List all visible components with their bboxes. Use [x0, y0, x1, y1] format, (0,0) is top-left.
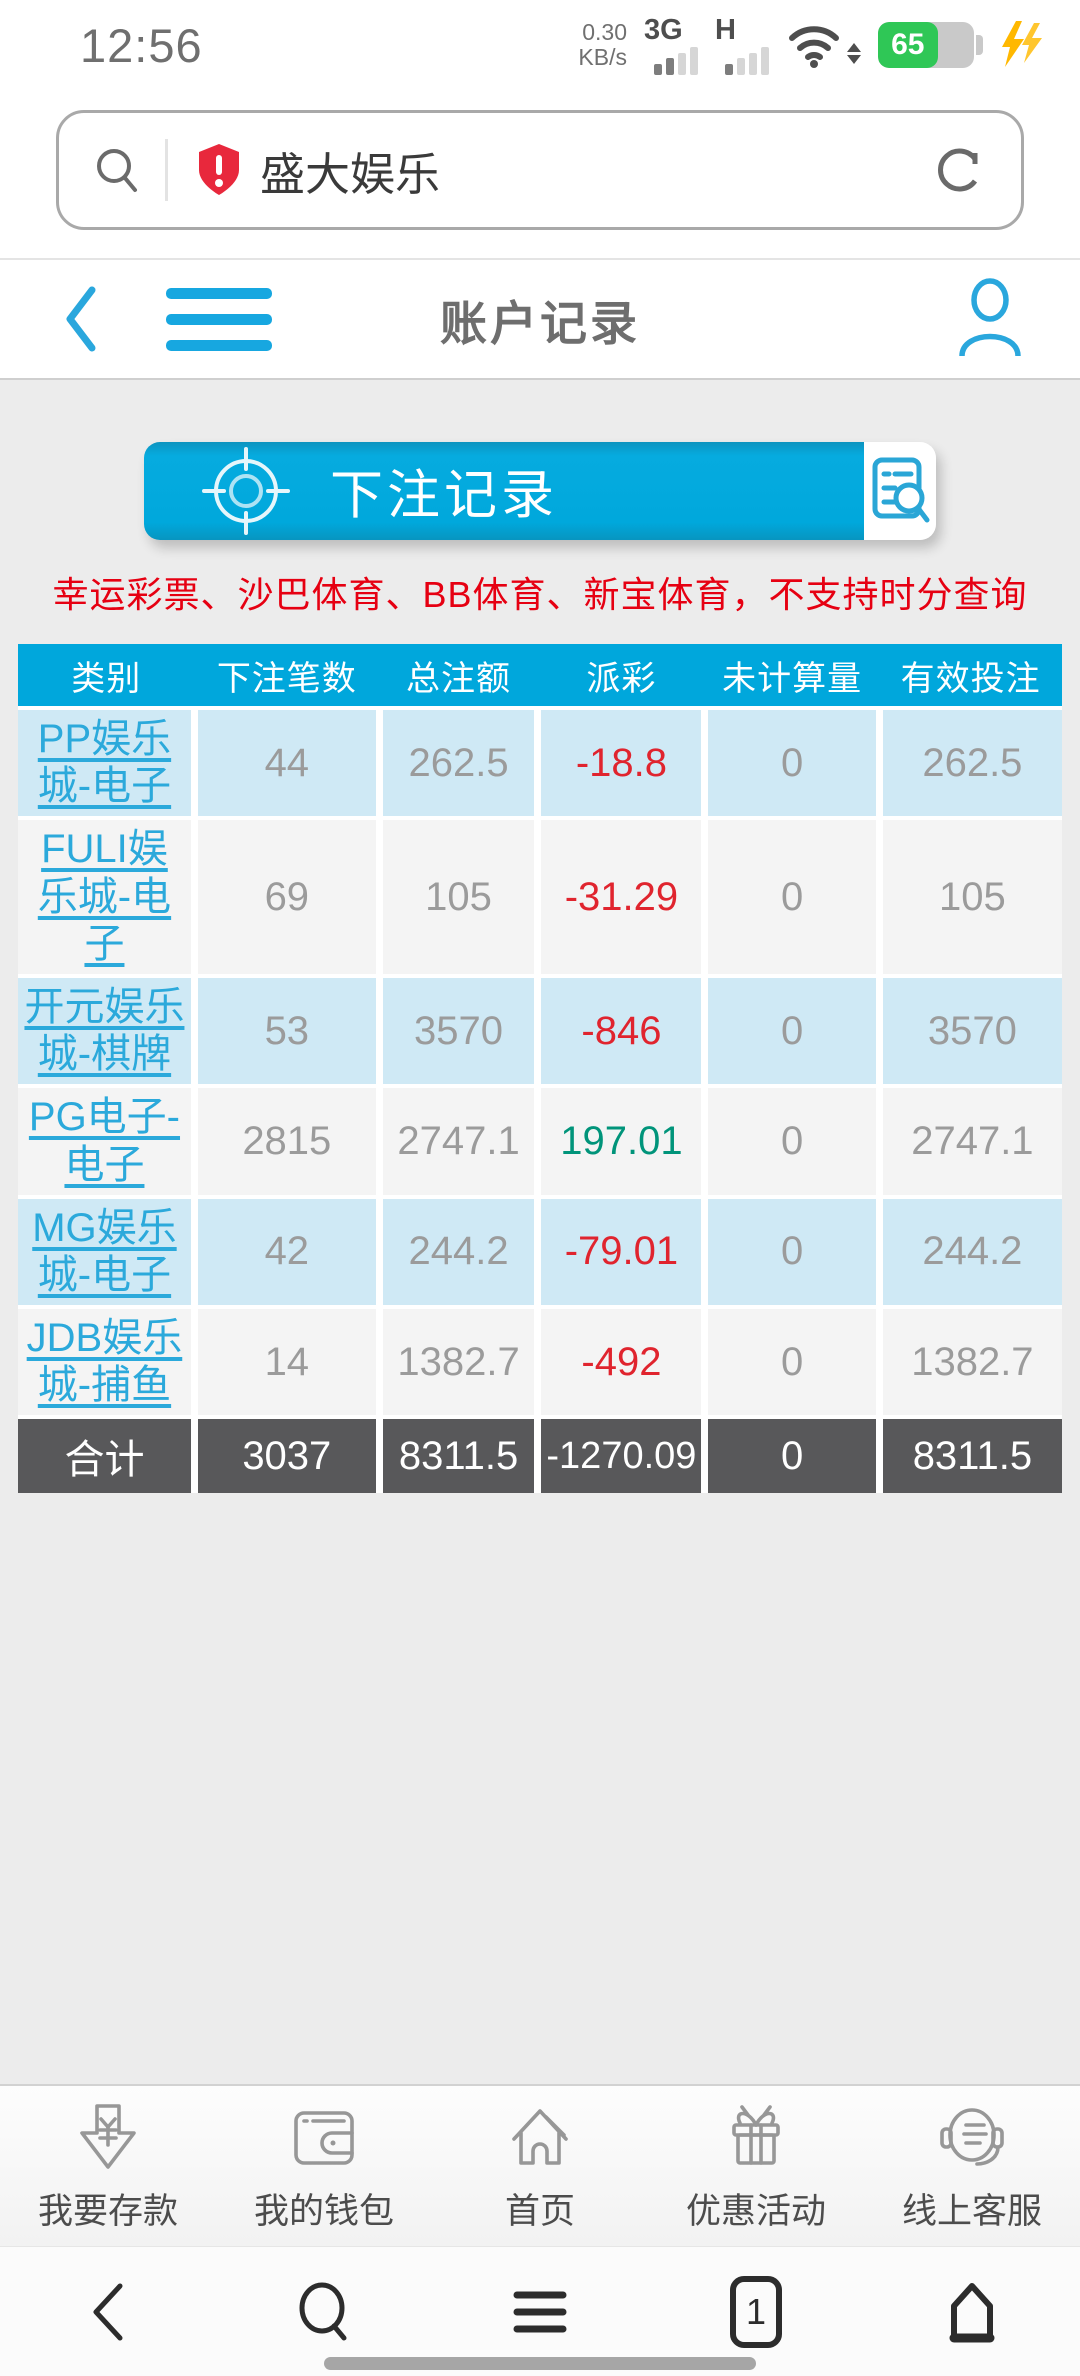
category-link[interactable]: PP娱乐城-电子 [37, 717, 172, 809]
nav-item-wallet[interactable]: 我的钱包 [216, 2099, 432, 2234]
search-records-button[interactable] [864, 442, 936, 540]
browser-address-bar[interactable]: 盛大娱乐 [56, 110, 1024, 230]
bottom-nav: 我要存款 我的钱包 首页 [0, 2084, 1080, 2246]
bet-records-label: 下注记录 [330, 466, 558, 525]
category-link[interactable]: MG娱乐城-电子 [32, 1205, 177, 1297]
col-header-valid: 有效投注 [879, 644, 1062, 708]
table-row: PP娱乐城-电子 44 262.5 -18.8 0 262.5 [18, 705, 1062, 819]
home-icon [512, 2108, 568, 2165]
bet-records-table: 类别 下注笔数 总注额 派彩 未计算量 有效投注 PP娱乐城-电子 44 262… [18, 644, 1062, 1494]
page-title: 账户记录 [440, 296, 640, 350]
document-search-icon [872, 457, 930, 523]
category-link[interactable]: PG电子-电子 [28, 1095, 181, 1187]
user-account-button[interactable] [956, 277, 1024, 361]
col-header-bets: 下注笔数 [194, 644, 380, 708]
app-header: 账户记录 [0, 258, 1080, 380]
table-row: FULI娱乐城-电子 69 105 -31.29 0 105 [18, 816, 1062, 976]
tab-count: 1 [745, 2290, 767, 2332]
home-indicator-bar[interactable] [324, 2357, 756, 2370]
gift-icon [732, 2104, 780, 2165]
android-home-button[interactable] [864, 2280, 1080, 2344]
battery-percent: 65 [891, 28, 925, 61]
status-time: 12:56 [80, 18, 203, 72]
refresh-icon[interactable] [935, 144, 987, 196]
android-home-icon [949, 2282, 995, 2342]
user-icon [959, 277, 1021, 356]
nav-item-deposit[interactable]: 我要存款 [0, 2099, 216, 2234]
android-search-icon [299, 2282, 347, 2340]
nav-item-promotions[interactable]: 优惠活动 [648, 2099, 864, 2234]
table-row: JDB娱乐城-捕鱼 14 1382.7 -492 0 1382.7 [18, 1305, 1062, 1418]
android-back-icon [93, 2283, 123, 2340]
customer-service-icon [940, 2107, 1004, 2166]
menu-icon[interactable] [166, 287, 272, 351]
category-link[interactable]: JDB娱乐城-捕鱼 [26, 1316, 183, 1408]
network-speed: 0.30 KB/s [578, 19, 627, 70]
table-row: 开元娱乐城-棋牌 53 3570 -846 0 3570 [18, 973, 1062, 1087]
status-icons: 0.30 KB/s 3G H [578, 15, 1044, 75]
table-row: MG娱乐城-电子 42 244.2 -79.01 0 244.2 [18, 1194, 1062, 1308]
col-header-category: 类别 [18, 644, 195, 708]
android-back-button[interactable] [0, 2280, 216, 2344]
table-header-row: 类别 下注笔数 总注额 派彩 未计算量 有效投注 [18, 644, 1062, 708]
table-total-row: 合计 3037 8311.5 -1270.09 0 8311.5 [18, 1415, 1062, 1494]
android-tabs-icon: 1 [730, 2275, 782, 2348]
divider [165, 139, 168, 201]
crosshair-icon [202, 447, 290, 535]
wifi-icon [786, 22, 861, 68]
android-menu-button[interactable] [432, 2287, 648, 2337]
nav-item-customer-service[interactable]: 线上客服 [864, 2099, 1080, 2234]
category-link[interactable]: FULI娱乐城-电子 [37, 827, 172, 966]
signal-h-icon: H [715, 15, 769, 75]
android-menu-icon [513, 2291, 567, 2332]
unsupported-query-notice: 幸运彩票、沙巴体育、BB体育、新宝体育，不支持时分查询 [52, 574, 1028, 615]
back-chevron-icon[interactable] [62, 282, 100, 356]
col-header-uncounted: 未计算量 [704, 644, 880, 708]
url-text: 盛大娱乐 [260, 148, 441, 200]
deposit-arrow-icon [80, 2103, 136, 2169]
charging-bolt-icon [1002, 21, 1042, 67]
wallet-icon [294, 2110, 354, 2165]
android-nav-bar: 1 [0, 2246, 1080, 2376]
signal-3g-icon: 3G [644, 15, 698, 75]
wifi-arrows-icon [847, 43, 861, 64]
bet-records-button[interactable]: 下注记录 [144, 442, 936, 540]
status-bar: 12:56 0.30 KB/s 3G H [0, 0, 1080, 90]
android-search-button[interactable] [216, 2280, 432, 2344]
android-tabs-button[interactable]: 1 [648, 2275, 864, 2348]
nav-item-home[interactable]: 首页 [432, 2099, 648, 2234]
battery-icon: 65 [878, 22, 983, 68]
browser-toolbar: 盛大娱乐 [0, 90, 1080, 258]
table-row: PG电子-电子 2815 2747.1 197.01 0 2747.1 [18, 1084, 1062, 1197]
category-link[interactable]: 开元娱乐城-棋牌 [24, 984, 185, 1077]
security-warning-icon [199, 144, 239, 195]
col-header-payout: 派彩 [537, 644, 705, 708]
search-icon [97, 149, 137, 192]
col-header-total: 总注额 [379, 644, 538, 708]
page-content: 下注记录 幸运彩票、沙巴体育、BB体育、新宝体育，不支持时分查询 [0, 380, 1080, 2084]
